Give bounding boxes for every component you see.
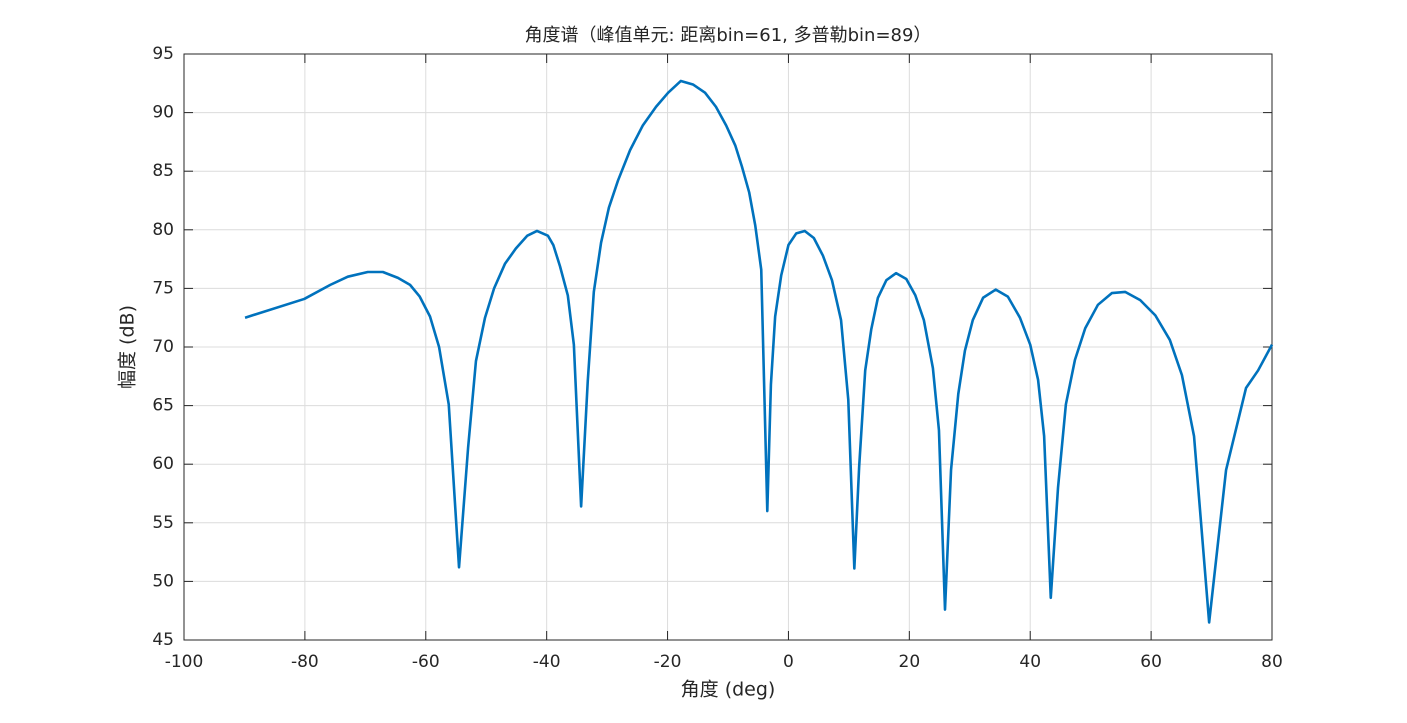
y-tick-label: 85: [152, 161, 174, 181]
x-tick-label: -20: [654, 652, 682, 672]
y-tick-label: 45: [152, 630, 174, 650]
data-line: [244, 79, 1274, 624]
x-axis-label: 角度 (deg): [681, 679, 776, 701]
y-tick-label: 65: [152, 396, 174, 416]
x-tick-label: 0: [783, 652, 794, 672]
y-tick-label: 75: [152, 278, 174, 298]
chart-title: 角度谱（峰值单元: 距离bin=61, 多普勒bin=89）: [525, 25, 932, 46]
y-tick-label: 55: [152, 513, 174, 533]
y-tick-label: 60: [152, 454, 174, 474]
x-tick-label: 60: [1140, 652, 1162, 672]
y-axis-label: 幅度 (dB): [117, 305, 139, 389]
x-tick-label: -40: [533, 652, 561, 672]
x-tick-label: -80: [291, 652, 319, 672]
x-tick-label: -60: [412, 652, 440, 672]
y-tick-label: 80: [152, 220, 174, 240]
x-tick-label: 40: [1019, 652, 1041, 672]
x-tick-label: -100: [165, 652, 204, 672]
y-tick-label: 95: [152, 44, 174, 64]
y-tick-label: 90: [152, 103, 174, 123]
x-tick-label: 20: [899, 652, 921, 672]
y-tick-label: 70: [152, 337, 174, 357]
x-tick-label: 80: [1261, 652, 1283, 672]
y-tick-label: 50: [152, 571, 174, 591]
